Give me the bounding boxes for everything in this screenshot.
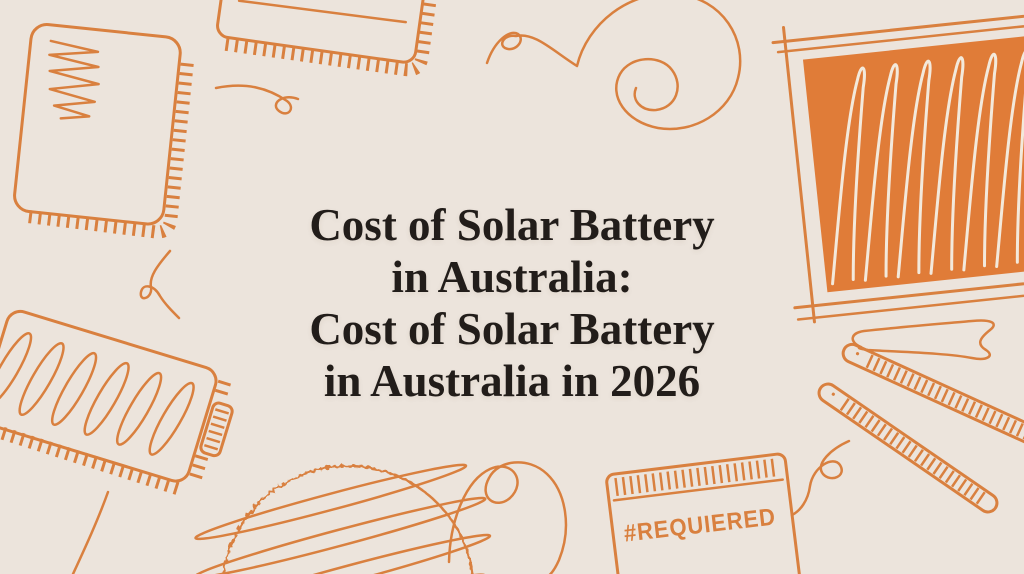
required-sign-sketch-icon xyxy=(605,452,805,574)
curl-squiggle-icon xyxy=(214,84,300,115)
tablet-sketch-icon xyxy=(216,0,442,77)
pen-nib-sketch-icon xyxy=(851,319,995,361)
pen-flourish-scribble-icon xyxy=(485,0,742,131)
notebook-sketch-icon xyxy=(13,22,194,239)
pencil-sketch-icon xyxy=(841,342,1024,461)
page-title: Cost of Solar Battery in Australia: Cost… xyxy=(309,200,715,407)
solar-panel-sketch-icon xyxy=(771,8,1024,324)
thread-squiggle-icon xyxy=(139,249,181,320)
battery-sketch-icon xyxy=(0,309,234,495)
pencil-sketch-icon xyxy=(817,382,999,514)
sun-scribble-icon xyxy=(194,463,492,574)
corner-squiggle-icon xyxy=(790,439,851,517)
heart-squiggle-icon xyxy=(447,461,568,574)
battery-cable-line xyxy=(71,490,110,574)
